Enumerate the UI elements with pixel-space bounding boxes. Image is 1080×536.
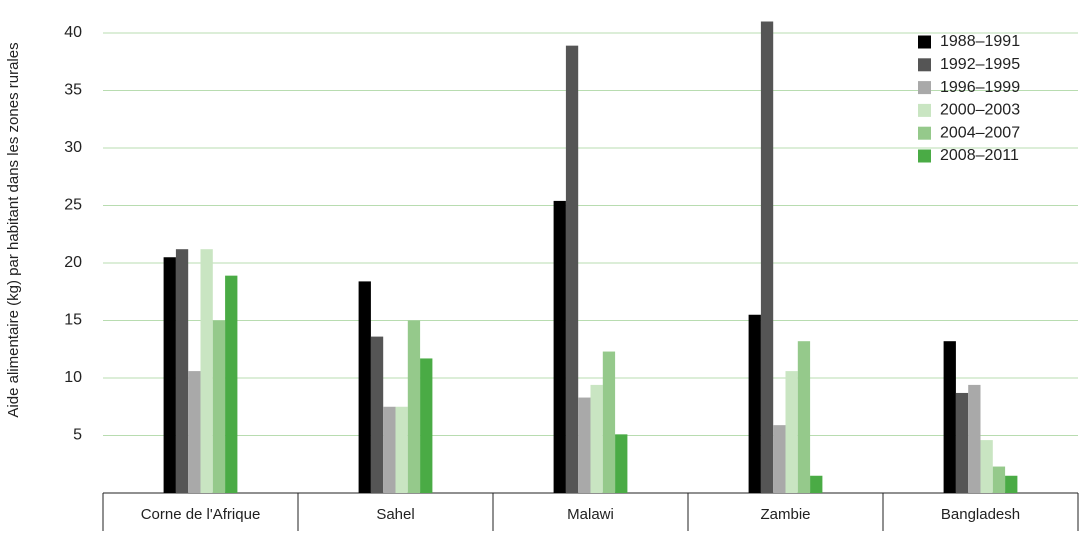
y-tick-label: 5 <box>73 427 82 444</box>
bar <box>992 466 1006 493</box>
bar <box>395 406 408 493</box>
x-tick-label: Bangladesh <box>941 506 1020 523</box>
legend-swatch <box>918 81 931 95</box>
x-tick-label: Sahel <box>376 506 414 523</box>
bar <box>955 392 969 493</box>
legend-label: 1992–1995 <box>940 56 1020 73</box>
bar <box>175 249 189 493</box>
bar <box>760 21 774 493</box>
bar <box>383 406 396 493</box>
y-tick-label: 30 <box>64 139 82 156</box>
y-tick-label: 35 <box>64 82 82 99</box>
bar <box>943 341 956 493</box>
bar <box>358 281 371 493</box>
bar <box>553 200 566 493</box>
y-axis-label: Aide alimentaire (kg) par habitant dans … <box>5 42 22 417</box>
bar <box>565 45 579 494</box>
legend-swatch <box>918 58 931 72</box>
bar <box>188 371 201 493</box>
bar <box>615 434 628 493</box>
x-tick-label: Corne de l'Afrique <box>141 506 261 523</box>
y-tick-label: 10 <box>64 369 82 386</box>
legend-swatch <box>918 126 931 140</box>
bar <box>420 358 433 493</box>
bar <box>200 249 213 493</box>
legend-label: 2008–2011 <box>940 147 1019 164</box>
y-tick-label: 40 <box>64 24 82 41</box>
bar <box>163 257 176 493</box>
bar <box>785 371 798 493</box>
legend-label: 1988–1991 <box>940 33 1020 50</box>
y-tick-label: 25 <box>64 197 82 214</box>
x-tick-label: Malawi <box>567 506 614 523</box>
bar <box>968 384 981 493</box>
bar <box>810 475 823 493</box>
bar <box>773 425 786 493</box>
legend-label: 2004–2007 <box>940 124 1020 141</box>
bar <box>590 384 603 493</box>
legend-label: 1996–1999 <box>940 79 1020 96</box>
bar <box>797 341 811 493</box>
bar <box>602 351 616 493</box>
legend-swatch <box>918 149 931 163</box>
x-tick-label: Zambie <box>760 506 810 523</box>
y-tick-label: 15 <box>64 312 82 329</box>
legend-label: 2000–2003 <box>940 102 1020 119</box>
bar <box>578 397 591 493</box>
legend-swatch <box>918 103 931 117</box>
bar <box>370 336 384 493</box>
y-tick-label: 20 <box>64 254 82 271</box>
bar <box>980 440 993 493</box>
bar <box>407 320 421 493</box>
legend-swatch <box>918 35 931 49</box>
bar <box>748 314 761 493</box>
bar <box>225 275 238 493</box>
bar <box>212 320 226 493</box>
bar <box>1005 475 1018 493</box>
